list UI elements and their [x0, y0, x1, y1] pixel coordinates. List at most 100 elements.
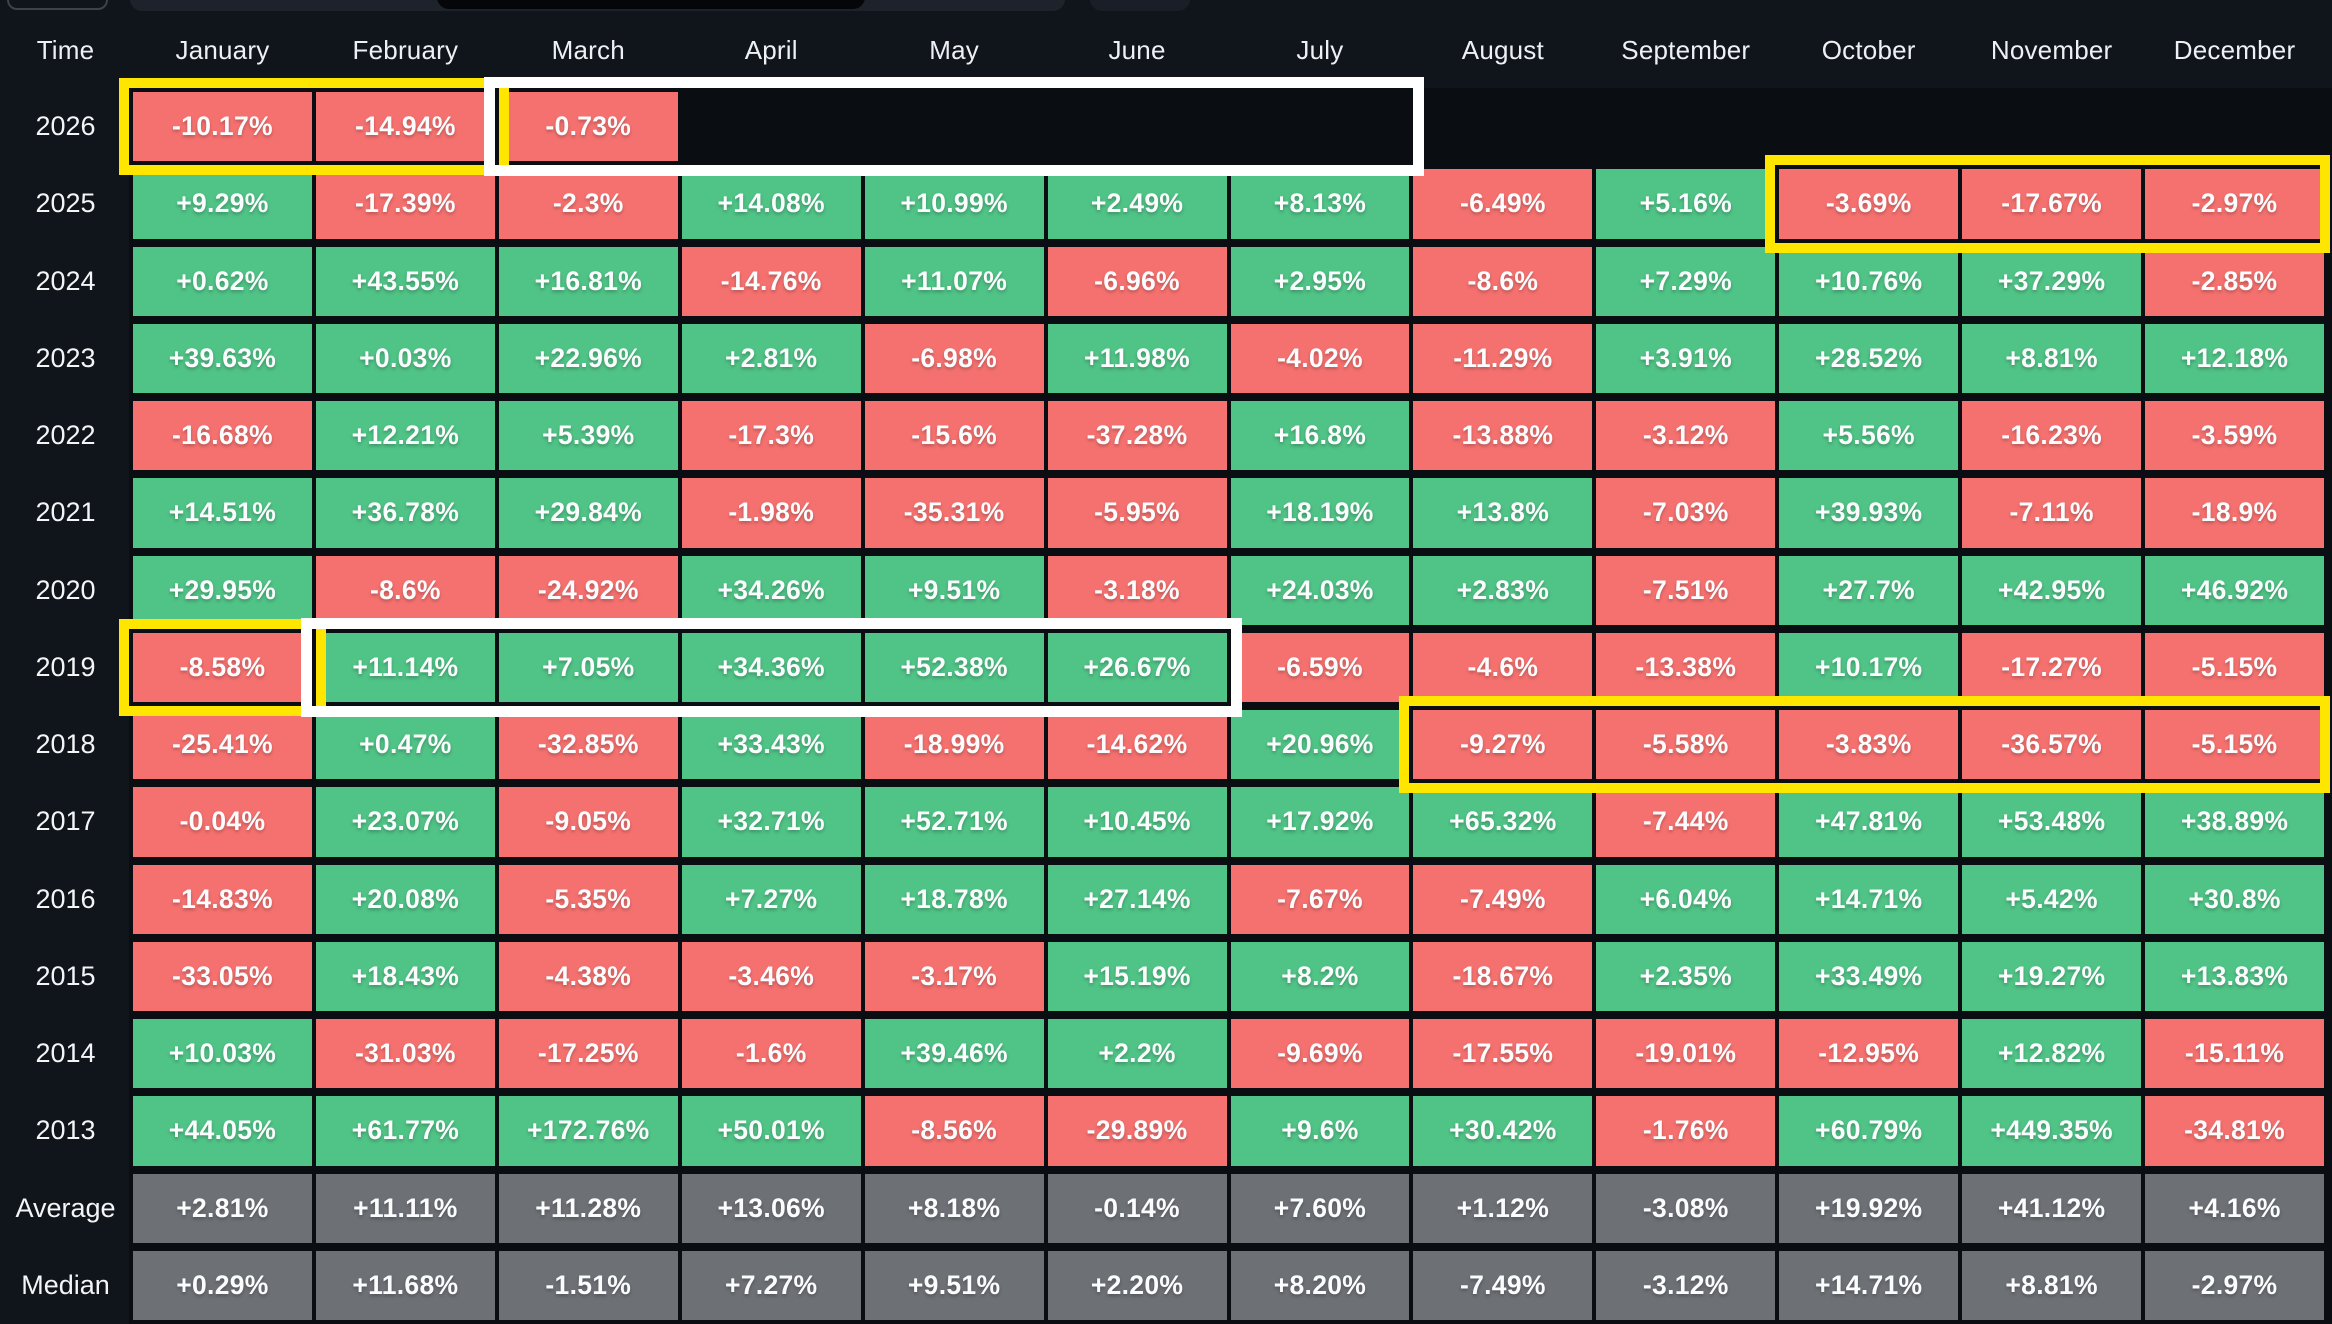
cell-2022-june: -37.28%	[1047, 401, 1227, 471]
cell-median-october: +14.71%	[1779, 1250, 1959, 1320]
cell-2019-september: -13.38%	[1596, 632, 1776, 702]
row-label-2016: 2016	[35, 883, 96, 914]
row-label-median: Median	[21, 1269, 110, 1300]
cell-2018-may: -18.99%	[864, 710, 1044, 780]
cell-2025-february: -17.39%	[315, 169, 495, 239]
cell-2022-november: -16.23%	[1962, 401, 2142, 471]
cell-2020-june: -3.18%	[1047, 555, 1227, 625]
cell-2015-july: +8.2%	[1230, 941, 1410, 1011]
toolbar-strip	[0, 0, 2332, 13]
cell-2019-june: +26.67%	[1047, 632, 1227, 702]
cell-2015-december: +13.83%	[2145, 941, 2324, 1011]
cell-2016-august: -7.49%	[1413, 864, 1593, 934]
cell-2015-june: +15.19%	[1047, 941, 1227, 1011]
cell-2015-november: +19.27%	[1962, 941, 2142, 1011]
cell-2024-november: +37.29%	[1962, 246, 2142, 316]
cell-2023-august: -11.29%	[1413, 323, 1593, 393]
cell-2021-november: -7.11%	[1962, 478, 2142, 548]
cell-2015-may: -3.17%	[864, 941, 1044, 1011]
row-label-average: Average	[15, 1192, 116, 1223]
cell-2019-november: -17.27%	[1962, 632, 2142, 702]
cell-2013-april: +50.01%	[681, 1096, 861, 1166]
cell-2013-september: -1.76%	[1596, 1096, 1776, 1166]
cell-2013-november: +449.35%	[1962, 1096, 2142, 1166]
time-column-header: Time	[36, 35, 95, 65]
cell-2018-november: -36.57%	[1962, 710, 2142, 780]
cell-2021-april: -1.98%	[681, 478, 861, 548]
cell-2026-september	[1596, 92, 1775, 161]
cell-2022-september: -3.12%	[1596, 401, 1776, 471]
cell-2021-february: +36.78%	[315, 478, 495, 548]
cell-2023-october: +28.52%	[1779, 323, 1959, 393]
cell-2025-may: +10.99%	[864, 169, 1044, 239]
cell-2023-may: -6.98%	[864, 323, 1044, 393]
cell-2018-march: -32.85%	[498, 710, 678, 780]
cell-2024-february: +43.55%	[315, 246, 495, 316]
cell-2025-october: -3.69%	[1779, 169, 1959, 239]
returns-table: Time January February March April May June July…	[0, 13, 2326, 1324]
cell-2025-march: -2.3%	[498, 169, 678, 239]
cell-2021-january: +14.51%	[133, 478, 312, 548]
cell-2018-july: +20.96%	[1230, 710, 1410, 780]
cell-2016-september: +6.04%	[1596, 864, 1776, 934]
cell-2026-june	[1048, 92, 1227, 161]
cell-2014-september: -19.01%	[1596, 1019, 1776, 1089]
cell-2016-june: +27.14%	[1047, 864, 1227, 934]
cell-2014-march: -17.25%	[498, 1019, 678, 1089]
toolbar-fragment-button[interactable]	[7, 0, 108, 10]
cell-median-april: +7.27%	[681, 1250, 861, 1320]
month-header-may: May	[929, 35, 979, 65]
cell-2020-july: +24.03%	[1230, 555, 1410, 625]
cell-2019-august: -4.6%	[1413, 632, 1593, 702]
cell-2014-may: +39.46%	[864, 1019, 1044, 1089]
month-header-october: October	[1821, 35, 1916, 65]
cell-2020-october: +27.7%	[1779, 555, 1959, 625]
cell-2017-july: +17.92%	[1230, 787, 1410, 857]
cell-2020-august: +2.83%	[1413, 555, 1593, 625]
cell-median-february: +11.68%	[315, 1250, 495, 1320]
cell-2022-march: +5.39%	[498, 401, 678, 471]
cell-2017-december: +38.89%	[2145, 787, 2324, 857]
cell-2014-december: -15.11%	[2145, 1019, 2324, 1089]
cell-2017-november: +53.48%	[1962, 787, 2142, 857]
cell-2025-june: +2.49%	[1047, 169, 1227, 239]
row-label-2017: 2017	[35, 806, 96, 837]
cell-2014-october: -12.95%	[1779, 1019, 1959, 1089]
cell-2024-september: +7.29%	[1596, 246, 1776, 316]
cell-2024-january: +0.62%	[133, 246, 312, 316]
cell-median-november: +8.81%	[1962, 1250, 2142, 1320]
cell-2015-september: +2.35%	[1596, 941, 1776, 1011]
cell-2021-july: +18.19%	[1230, 478, 1410, 548]
cell-2014-january: +10.03%	[133, 1019, 312, 1089]
cell-2021-june: -5.95%	[1047, 478, 1227, 548]
cell-2026-february: -14.94%	[315, 92, 495, 162]
cell-2020-january: +29.95%	[133, 555, 312, 625]
cell-2021-august: +13.8%	[1413, 478, 1593, 548]
cell-2013-october: +60.79%	[1779, 1096, 1959, 1166]
cell-average-april: +13.06%	[681, 1173, 861, 1243]
cell-2023-september: +3.91%	[1596, 323, 1776, 393]
cell-2024-july: +2.95%	[1230, 246, 1410, 316]
cell-2013-august: +30.42%	[1413, 1096, 1593, 1166]
cell-2013-july: +9.6%	[1230, 1096, 1410, 1166]
cell-2014-april: -1.6%	[681, 1019, 861, 1089]
cell-2020-may: +9.51%	[864, 555, 1044, 625]
cell-2016-january: -14.83%	[133, 864, 312, 934]
cell-2017-may: +52.71%	[864, 787, 1044, 857]
cell-2019-april: +34.36%	[681, 632, 861, 702]
cell-2014-august: -17.55%	[1413, 1019, 1593, 1089]
row-label-2024: 2024	[35, 265, 96, 296]
cell-2025-august: -6.49%	[1413, 169, 1593, 239]
cell-2022-may: -15.6%	[864, 401, 1044, 471]
cell-2022-january: -16.68%	[133, 401, 312, 471]
cell-2026-october	[1779, 92, 1958, 161]
cell-median-june: +2.20%	[1047, 1250, 1227, 1320]
month-header-june: June	[1108, 35, 1166, 65]
toolbar-fragment-active-segment[interactable]	[437, 0, 865, 9]
cell-2013-december: -34.81%	[2145, 1096, 2324, 1166]
cell-2017-april: +32.71%	[681, 787, 861, 857]
cell-2025-july: +8.13%	[1230, 169, 1410, 239]
month-header-december: December	[2173, 35, 2296, 65]
toolbar-fragment-right[interactable]	[1090, 0, 1190, 11]
